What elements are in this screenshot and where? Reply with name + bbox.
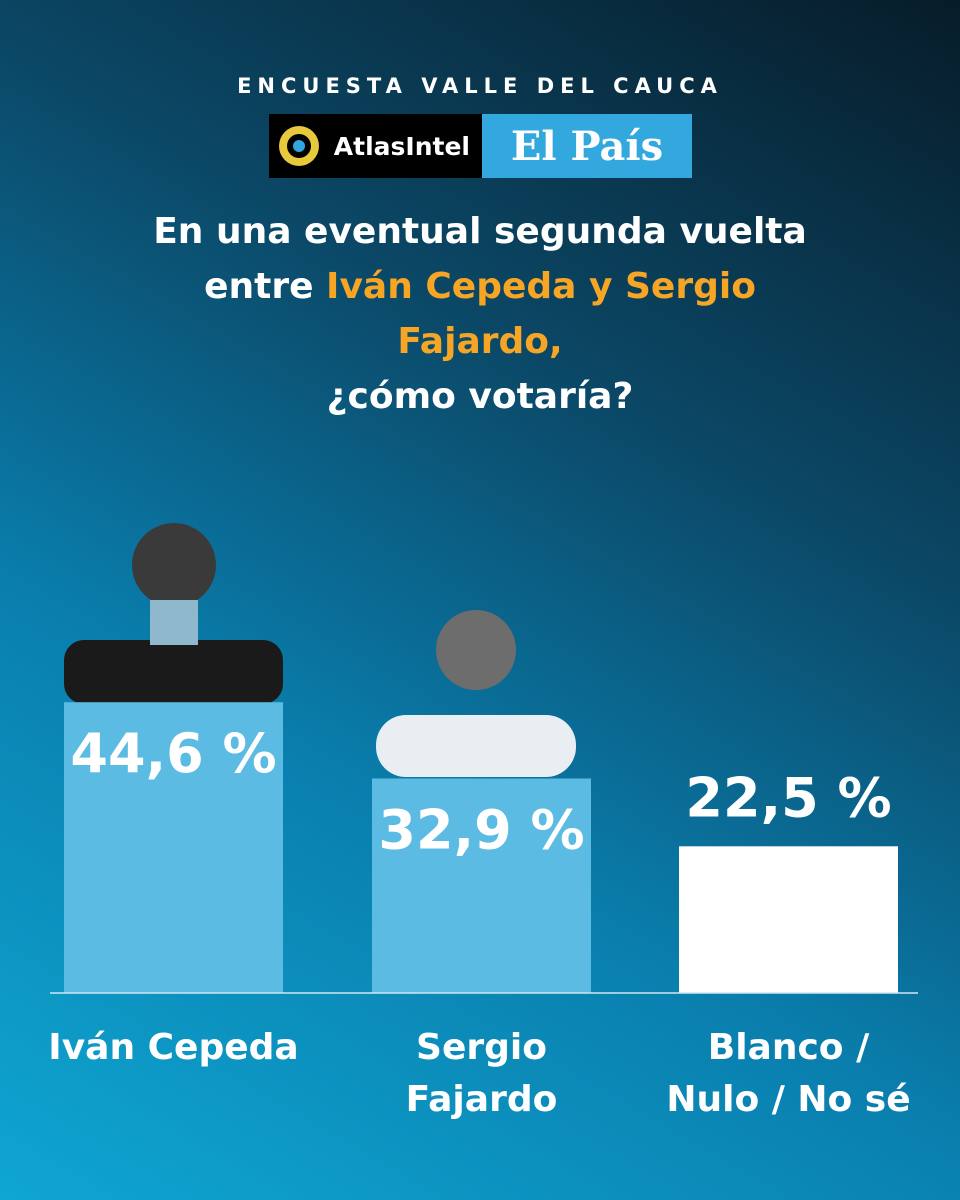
question-text: ¿cómo votaría? [326,376,634,417]
kicker: ENCUESTA VALLE DEL CAUCA [237,74,723,98]
category-label: Blanco / Nulo / No sé [666,1027,911,1120]
question-highlight: Iván Cepeda y Sergio Fajardo, [326,266,756,362]
logo-elpais: El País [482,114,692,178]
bar [372,778,591,993]
value-label: 44,6 % [70,722,276,785]
question: En una eventual segunda vuelta entre Ivá… [130,204,830,424]
category-label: Iván Cepeda [48,1027,299,1068]
logo-text: El País [510,122,664,170]
bar [679,846,898,993]
logo-text: AtlasIntel [333,131,470,161]
logo-atlasintel: AtlasIntel [269,114,482,178]
bar [64,702,283,993]
logo-icon [279,126,319,166]
category-label: Sergio Fajardo [405,1027,558,1120]
portrait [64,523,576,777]
question-text: En una eventual segunda vuelta entre [153,211,807,307]
value-label: 32,9 % [378,798,584,861]
value-label: 22,5 % [685,766,891,829]
